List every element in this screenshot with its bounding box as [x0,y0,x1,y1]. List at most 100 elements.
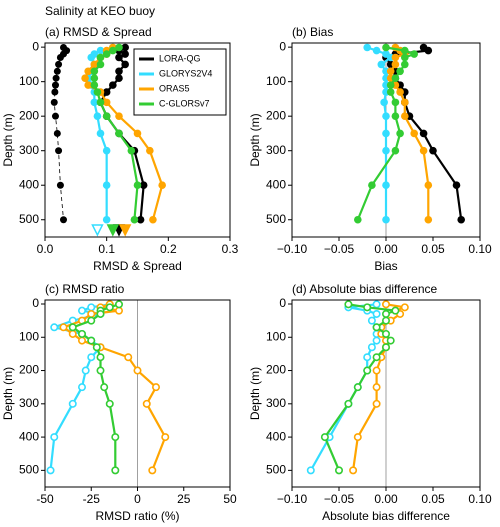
y-tick-label: 400 [266,177,286,191]
profile-point [363,366,372,375]
profile-point [344,300,353,309]
profile-point [344,399,353,408]
spread-point [55,60,63,68]
profile-point [115,129,123,138]
y-tick-label: 500 [19,212,39,226]
plot-frame [291,299,481,488]
profile-point [353,433,362,442]
profile-point [382,43,390,52]
spread-point [53,129,61,137]
x-tick-label: -25 [83,492,101,506]
profile-point [96,60,105,69]
profile-point [96,366,105,375]
profile-point [334,466,343,475]
profile-point [90,98,99,107]
profile-point [396,88,404,96]
profile-point [367,316,376,325]
profile-point [59,323,68,332]
spread-point [51,88,59,96]
y-tick-label: 200 [19,363,39,377]
panel-title: (d) Absolute bias difference [292,282,438,296]
y-tick-label: 500 [266,212,286,226]
x-tick-label: 0.05 [421,242,445,256]
x-tick-label: 0.1 [98,242,115,256]
plot-frame [44,42,231,238]
x-tick-label: 0.10 [468,492,492,506]
y-tick-label: 0 [32,296,39,310]
y-tick-label: 300 [266,396,286,410]
profile-point [152,383,161,392]
profile-point [96,46,105,55]
x-tick-label: −0.10 [277,242,308,256]
profile-point [87,336,96,345]
profile-point [424,181,433,190]
panel-title: (b) Bias [292,25,333,39]
profile-point [102,215,111,224]
profile-point [372,383,381,392]
profile-point [372,353,381,362]
profile-point [46,466,55,475]
y-tick-label: 400 [19,429,39,443]
profile-point [377,60,386,69]
x-tick-label: 0.3 [222,242,239,256]
x-tick-label: 50 [223,492,237,506]
profile-point [320,433,329,442]
plot-frame [44,299,231,488]
y-tick-label: 300 [19,396,39,410]
profile-point [368,181,376,190]
profile-point [102,88,111,96]
y-tick-label: 100 [266,74,286,88]
profile-point [100,383,109,392]
profile-line [309,303,379,471]
profile-point [111,433,120,442]
profile-point [391,60,400,69]
y-tick-label: 500 [266,463,286,477]
x-tick-label: 0.2 [160,242,177,256]
profile-point [115,306,124,315]
profile-point [133,366,142,375]
profile-point [354,215,362,224]
profile-point [50,323,59,332]
profile-point [386,81,395,89]
profile-point [96,98,105,107]
profile-point [391,74,400,83]
profile-point [93,88,102,96]
profile-point [102,98,111,107]
profile-point [363,353,372,362]
profile-point [96,53,105,62]
y-tick-label: 300 [266,143,286,157]
profile-point [381,309,390,318]
profile-point [457,215,466,224]
profile-point [115,300,124,309]
profile-point [133,181,142,190]
profile-point [121,50,129,58]
y-tick-label: 100 [266,329,286,343]
profile-point [410,129,419,138]
x-tick-label: 0.00 [374,242,398,256]
profile-point [306,466,315,475]
profile-point [429,146,437,155]
x-tick-label: 0.10 [468,242,492,256]
profile-point [142,399,151,408]
profile-point [111,466,120,475]
spread-point [52,74,60,82]
profile-point [121,43,129,52]
profile-point [139,181,148,190]
profile-point [87,316,96,325]
profile-point [391,112,400,120]
profile-point [382,146,390,155]
mean-marker [106,224,120,237]
profile-point [386,67,395,76]
profile-point [78,336,87,345]
y-tick-label: 500 [19,463,39,477]
profile-point [419,146,428,155]
profile-point [396,129,404,138]
x-tick-label: −0.10 [277,492,308,506]
spread-point [56,181,64,189]
y-axis-label: Depth (m) [248,367,262,420]
profile-point [87,303,96,312]
mean-marker [118,224,132,237]
x-tick-label: 0.05 [421,492,445,506]
profile-point [90,60,99,69]
profile-point [105,399,114,408]
